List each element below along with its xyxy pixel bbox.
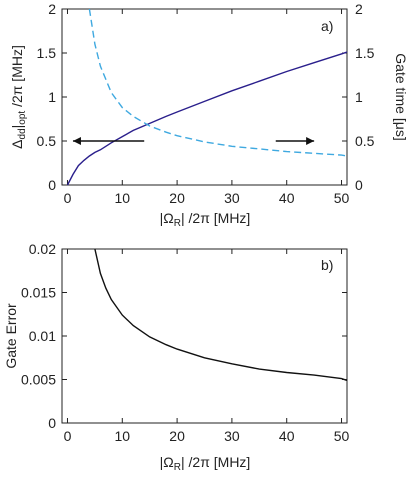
arrow-right-head (306, 137, 315, 145)
panel-b-ytick-label: 0.015 (21, 285, 56, 301)
panel-a-ytick-label: 0 (48, 177, 56, 193)
panel-b-xtick-label: 40 (279, 428, 295, 444)
panel-a-xtick-label: 30 (224, 190, 240, 206)
panel-a-xlabel: |ΩR| /2π [MHz] (160, 210, 251, 229)
panel-a-ytick-label: 2 (48, 1, 56, 17)
panel-a-xtick-label: 40 (279, 190, 295, 206)
panel-a-xlabel-omega: |Ω (160, 210, 174, 226)
panel-a-ytick-right-label: 2 (355, 1, 363, 17)
panel-a-ylabel-rest: /2π [MHz] (9, 45, 25, 111)
panel-b-ytick-label: 0.02 (29, 241, 56, 257)
panel-a-xlabel-sub-r: R (174, 218, 181, 229)
panel-a-label: a) (321, 18, 333, 34)
panel-a-left-ylabel: Δdd|opt /2π [MHz] (9, 45, 28, 149)
panel-a-series-dashed-line (88, 8, 348, 157)
panel-b-ytick-label: 0 (48, 415, 56, 431)
panel-a-xlabel-rest: | /2π [MHz] (181, 210, 250, 226)
panel-b-ylabel: Gate Error (3, 303, 19, 369)
arrow-left-head (72, 137, 81, 145)
panel-b-xlabel-sub-r: R (174, 462, 181, 473)
panel-b-xtick-label: 50 (334, 428, 350, 444)
panel-b-xtick-label: 30 (224, 428, 240, 444)
panel-b-ytick-label: 0.005 (21, 372, 56, 388)
panel-a-right-ylabel: Gate time [μs] (393, 53, 409, 140)
panel-a-ytick-right-label: 0.5 (355, 133, 375, 149)
panel-a-ytick-right-label: 1.5 (355, 45, 375, 61)
panel-a-xtick-label: 20 (169, 190, 185, 206)
panel-a-xtick-label: 50 (334, 190, 350, 206)
panel-a-ylabel-sub-opt: opt (17, 111, 28, 125)
panel-a-xtick-label: 10 (114, 190, 130, 206)
panel-b-xlabel: |ΩR| /2π [MHz] (160, 454, 251, 473)
panel-a-ylabel-sub-dd: dd (17, 128, 28, 139)
panel-b-series-solid-line (94, 248, 348, 382)
panel-a-xtick-label: 0 (64, 190, 72, 206)
panel-a-ylabel-delta: Δ (9, 139, 25, 148)
panel-a-ytick-label: 0.5 (37, 133, 57, 149)
panel-b-xtick-label: 0 (64, 428, 72, 444)
panel-a-ytick-label: 1 (48, 89, 56, 105)
panel-b-xtick-label: 10 (114, 428, 130, 444)
panel-a-ytick-right-label: 1 (355, 89, 363, 105)
panel-a-ytick-right-label: 0 (355, 177, 363, 193)
panel-a-ylabel-bar: | (9, 125, 25, 129)
panel-a-series-solid-line (66, 51, 348, 186)
panel-b-xlabel-omega: |Ω (160, 454, 174, 470)
panel-b-label: b) (321, 257, 333, 273)
panel-b-xtick-label: 20 (169, 428, 185, 444)
panel-a-ytick-label: 1.5 (37, 45, 57, 61)
panel-b-xlabel-rest: | /2π [MHz] (181, 454, 250, 470)
panel-b-ytick-label: 0.01 (29, 328, 56, 344)
